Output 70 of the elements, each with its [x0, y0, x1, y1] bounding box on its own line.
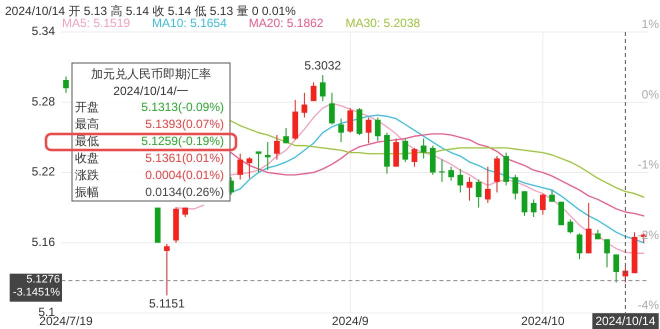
candlestick	[604, 238, 610, 268]
text: -3.1451%	[12, 286, 60, 299]
y-tick-label: 5.16	[32, 234, 56, 249]
candlestick	[237, 153, 244, 180]
y-tick-label: 5.28	[32, 94, 56, 108]
annotation: 开盘	[75, 100, 99, 114]
candlestick	[522, 190, 528, 216]
candlestick	[476, 179, 482, 208]
candlestick	[264, 142, 271, 171]
candlestick	[63, 76, 69, 94]
x-tick-label: 2024/10/14	[595, 314, 656, 328]
candlestick	[457, 168, 464, 193]
candlestick	[338, 118, 344, 143]
candlestick	[448, 166, 454, 182]
annotation: 0.0134(0.26%)	[145, 185, 224, 200]
annotation: 5.1361(0.01%)	[145, 151, 224, 166]
annotation: 涨跌	[75, 168, 99, 182]
annotation: 5.1259(-0.19%)	[141, 134, 224, 148]
candlestick	[484, 166, 491, 204]
annotation: 加元兑人民币即期汇率	[91, 67, 211, 82]
candlestick	[246, 156, 252, 179]
annotation: -1%	[638, 158, 660, 172]
candlestick	[540, 193, 546, 216]
candlestick	[412, 147, 418, 168]
candlestick	[347, 108, 354, 134]
x-tick-label: 2024/10	[521, 314, 565, 328]
candlestick	[549, 190, 555, 202]
candlestick	[182, 207, 188, 218]
text: 2024/10/14 开 5.13 高 5.14 收 5.14 低 5.13 量 0 0.01%	[5, 4, 296, 18]
annotation: 振幅	[75, 185, 99, 200]
candlestick	[568, 218, 574, 234]
candlestick	[466, 176, 472, 202]
candlestick	[530, 198, 537, 218]
y-tick-label: 5.34	[32, 24, 56, 38]
candlestick	[366, 116, 372, 144]
text: MA10: 5.1654	[152, 16, 228, 30]
annotation: 0.0004(0.01%)	[145, 168, 224, 182]
annotation: 5.1313(-0.09%)	[141, 100, 224, 114]
candlestick	[310, 82, 316, 102]
candlestick	[164, 243, 170, 296]
x-tick-label: 2024/9	[332, 314, 369, 328]
candlestick	[256, 150, 262, 173]
text: 1%	[642, 17, 660, 32]
candlestick	[374, 116, 381, 142]
candlestick	[329, 92, 335, 125]
candlestick	[512, 174, 518, 200]
annotation: -2%	[638, 228, 660, 242]
text: MA20: 5.1862	[248, 16, 324, 30]
annotation: 5.1393(0.07%)	[145, 117, 224, 132]
ref-line-label: 5.1276	[26, 274, 60, 286]
candlestick	[283, 128, 289, 144]
candlestick	[576, 232, 582, 260]
candlestick	[613, 254, 620, 284]
text: MA5: 5.1519	[62, 16, 130, 30]
annotation: 最低	[75, 134, 99, 148]
annotation: 最高	[75, 117, 99, 132]
candlestick	[274, 134, 280, 160]
candlestick	[402, 138, 408, 162]
candlestick	[302, 92, 308, 118]
annotation: 收盘	[75, 151, 99, 166]
annotation: 5.1151	[148, 296, 186, 310]
candlestick	[420, 138, 426, 159]
annotation: 5.3032	[304, 58, 342, 72]
annotation: 2024/10/14/一	[113, 84, 189, 98]
candlestick	[494, 156, 500, 193]
text: MA30: 5.2038	[345, 16, 421, 30]
candlestick	[320, 74, 326, 102]
y-tick-label: 5.22	[32, 164, 56, 179]
annotation: 0%	[642, 87, 660, 102]
annotation: -4%	[638, 298, 660, 312]
